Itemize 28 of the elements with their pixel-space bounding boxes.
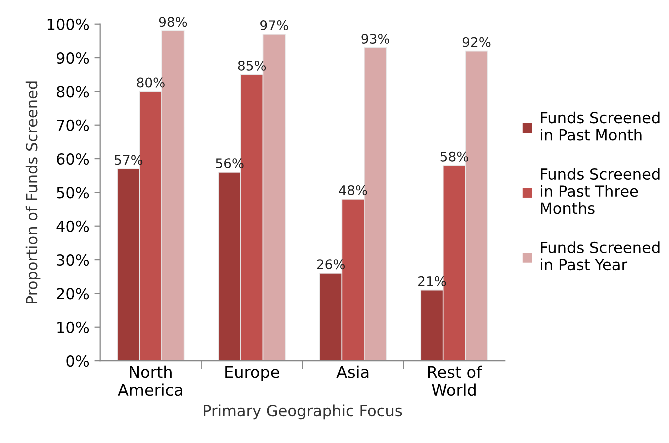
y-tick-label: 10%	[58, 322, 90, 334]
x-tick-label: Europe	[226, 366, 280, 382]
y-tick-label: 40%	[56, 220, 90, 232]
y-tick-label: 20%	[57, 288, 90, 300]
legend-label: Funds Screened in Past Three Months	[541, 168, 660, 214]
y-tick-label: 60%	[57, 154, 90, 166]
y-tick-label: 70%	[57, 120, 90, 132]
data-label: 92%	[462, 37, 491, 48]
y-axis-title: Proportion of Funds Screened	[26, 82, 41, 304]
data-label: 48%	[339, 186, 368, 196]
y-tick-label: 30%	[57, 254, 90, 266]
y-tick-label: 0%	[66, 356, 90, 368]
x-axis-title: Primary Geographic Focus	[204, 404, 402, 420]
data-label: 58%	[440, 152, 468, 162]
x-tick-label: Rest of World	[428, 366, 482, 396]
y-tick-label: 100%	[48, 18, 90, 30]
y-tick-label: 90%	[56, 52, 90, 64]
y-tick-label: 80%	[57, 86, 90, 98]
legend-label: Funds Screened in Past Month	[541, 112, 660, 141]
x-tick-label: North America	[118, 366, 182, 396]
data-label: 85%	[238, 60, 266, 71]
data-label: 93%	[362, 34, 390, 44]
x-tick-label: Asia	[336, 366, 369, 378]
y-tick-label: 50%	[57, 187, 90, 199]
data-label: 80%	[137, 78, 165, 88]
data-label: 97%	[260, 20, 288, 31]
legend-label: Funds Screened in Past Year	[541, 242, 660, 271]
data-label: 98%	[159, 17, 188, 28]
